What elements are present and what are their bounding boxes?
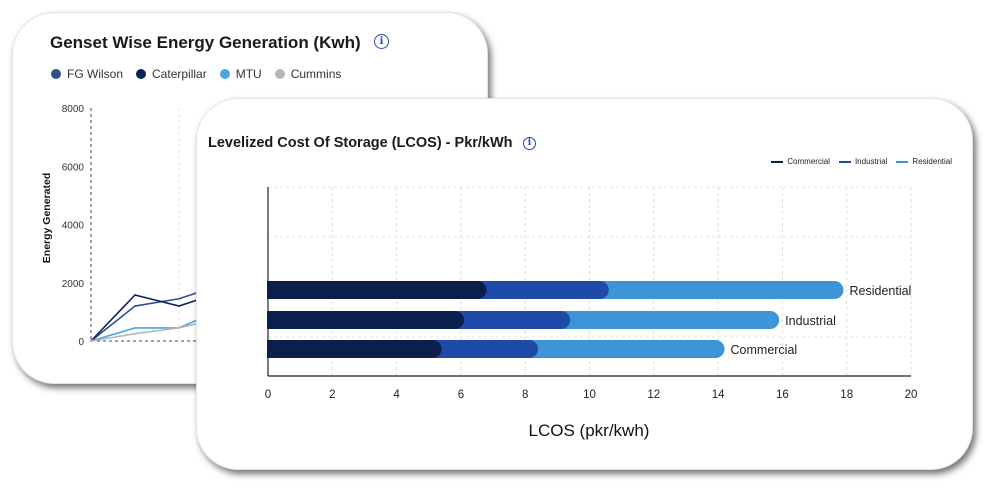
legend-label: Residential <box>912 157 952 166</box>
legend-swatch <box>838 160 851 163</box>
y-tick-label: 6000 <box>62 162 85 173</box>
x-tick-label: 8 <box>522 389 528 401</box>
x-tick-label: 20 <box>905 389 918 401</box>
legend-label: Caterpillar <box>152 67 207 81</box>
x-tick-label: 16 <box>776 389 789 401</box>
y-tick-label: 2000 <box>62 279 85 290</box>
category-label-commercial: Commercial <box>731 343 798 357</box>
x-tick-label: 14 <box>712 389 725 401</box>
x-tick-label: 12 <box>647 389 660 401</box>
bar-commercial-commercial <box>268 340 442 358</box>
y-tick-label: 0 <box>78 337 84 348</box>
data-point-cummins <box>90 340 92 342</box>
y-axis-label: Energy Generated <box>41 173 53 263</box>
bar-industrial-commercial <box>268 311 465 329</box>
y-tick-label: 8000 <box>62 104 85 115</box>
data-point-fg-wilson <box>134 305 136 307</box>
legend-item-commercial[interactable]: Commercial <box>771 157 830 166</box>
legend-label: Cummins <box>290 67 342 81</box>
legend-item-caterpillar[interactable]: Caterpillar <box>136 67 207 81</box>
legend-label: Industrial <box>854 157 888 166</box>
legend-label: FG Wilson <box>67 67 124 81</box>
legend-label: MTU <box>235 67 262 81</box>
legend-item-cummins[interactable]: Cummins <box>274 67 342 81</box>
info-icon[interactable]: i <box>523 137 536 150</box>
bar-residential-commercial <box>268 281 487 299</box>
lcos-chart-title: Levelized Cost Of Storage (LCOS) - Pkr/k… <box>208 135 513 151</box>
lcos-card: Levelized Cost Of Storage (LCOS) - Pkr/k… <box>196 98 973 470</box>
x-tick-label: 0 <box>265 389 271 401</box>
x-tick-label: 6 <box>458 389 464 401</box>
x-axis-label: LCOS (pkr/kwh) <box>529 421 650 440</box>
category-label-residential: Residential <box>849 284 911 298</box>
data-point-caterpillar <box>134 294 136 296</box>
x-tick-label: 10 <box>583 389 596 401</box>
genset-line-chart: 0 2000 4000 6000 8000 Energy Generated <box>41 104 413 348</box>
lcos-bar-chart: 0 2 4 6 8 10 12 14 16 18 20 LCOS (pkr/kwh) Residenti… <box>265 186 918 440</box>
info-icon[interactable]: i <box>374 34 389 49</box>
data-point-cummins <box>178 326 180 329</box>
legend-dot <box>219 69 230 79</box>
x-tick-label: 18 <box>840 389 853 401</box>
bar-start-cap <box>267 311 279 329</box>
legend-dot <box>51 69 61 79</box>
legend-swatch <box>771 160 784 163</box>
data-point-fg-wilson <box>178 297 180 300</box>
data-point-caterpillar <box>178 305 180 307</box>
bar-start-cap <box>267 281 279 299</box>
y-tick-label: 4000 <box>62 221 85 232</box>
genset-chart-title: Genset Wise Energy Generation (Kwh) <box>50 33 361 52</box>
data-point-cummins <box>134 332 136 335</box>
legend-item-industrial[interactable]: Industrial <box>838 157 888 166</box>
lcos-legend: Commercial Industrial Residential <box>762 157 952 166</box>
legend-label: Commercial <box>787 157 830 166</box>
data-point-mtu <box>134 326 136 329</box>
legend-dot <box>136 69 147 79</box>
legend-item-mtu[interactable]: MTU <box>219 67 262 81</box>
x-tick-label: 4 <box>393 389 400 401</box>
legend-item-fg-wilson[interactable]: FG Wilson <box>51 67 123 81</box>
bar-start-cap <box>267 340 279 358</box>
x-tick-label: 2 <box>329 389 335 401</box>
legend-item-residential[interactable]: Residential <box>896 157 952 166</box>
legend-swatch <box>896 160 909 163</box>
category-label-industrial: Industrial <box>785 314 836 328</box>
genset-legend: FG Wilson Caterpillar MTU Cummins <box>51 67 354 81</box>
legend-dot <box>274 69 285 79</box>
